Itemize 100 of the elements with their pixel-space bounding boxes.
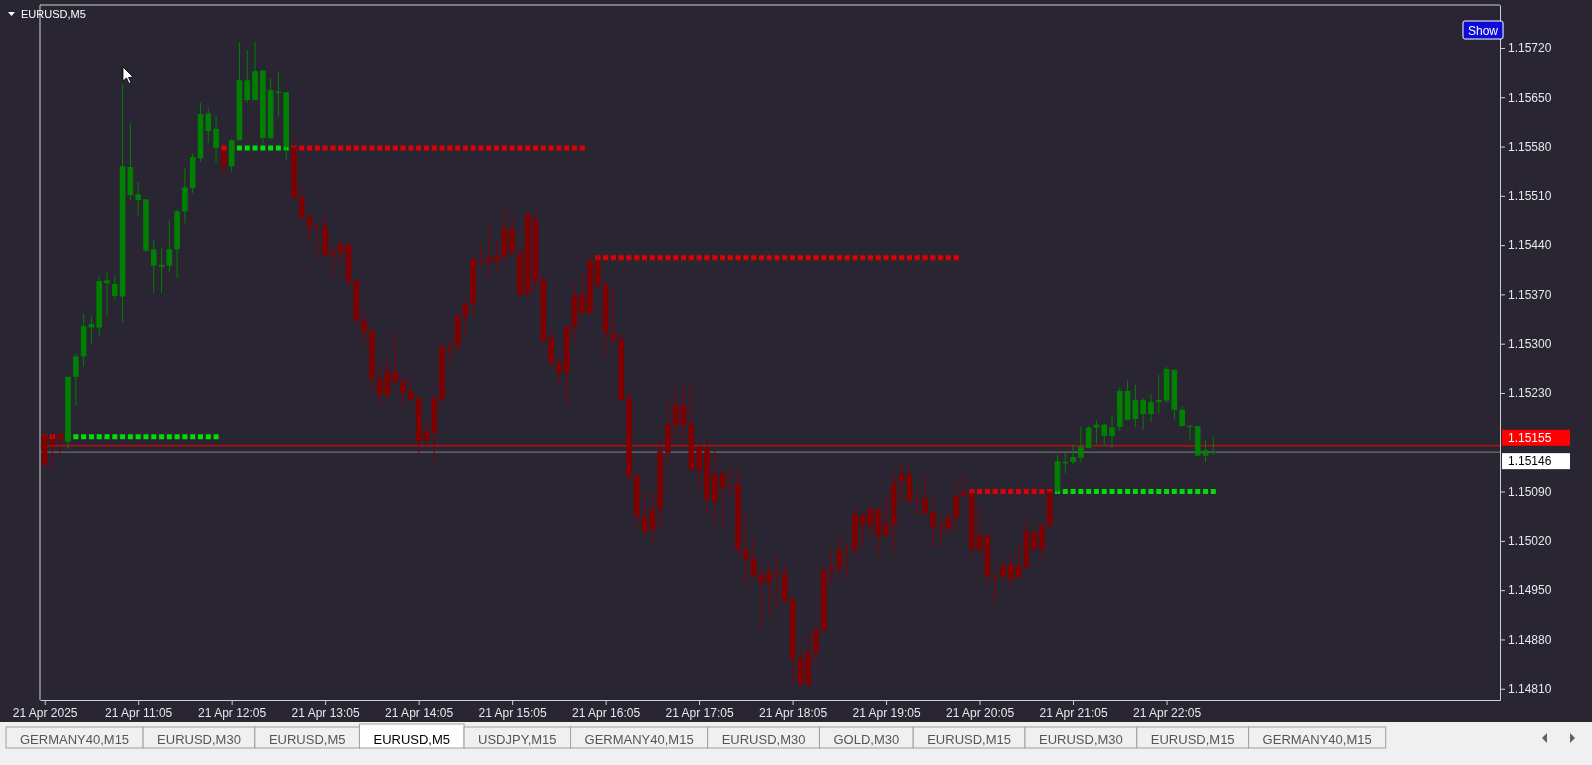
text: GERMANY40,M15 [20,732,130,747]
candlestick [462,299,469,337]
candlestick [150,239,157,294]
candlestick [166,219,173,273]
x-tick-label: 21 Apr 21:05 [1039,705,1108,720]
x-tick-label: 21 Apr 13:05 [291,705,360,720]
candlestick [859,512,866,547]
candlestick [73,353,79,407]
x-tick-label: 21 Apr 11:05 [105,705,173,720]
candlestick [883,492,889,539]
text: GERMANY40,M15 [584,732,694,747]
candlestick [485,222,492,278]
text: EURUSD,M15 [927,732,1011,747]
candlestick [1187,424,1193,442]
candlestick [298,184,305,221]
candlestick [914,486,921,516]
candlestick [766,563,773,618]
candlestick [446,339,453,364]
candlestick [478,243,484,269]
text: EURUSD,M30 [157,732,241,747]
candlestick [213,115,219,164]
text: GOLD,M30 [833,732,900,747]
candlestick [696,444,702,490]
x-tick-label: 21 Apr 22:05 [1133,705,1202,720]
x-tick-label: 21 Apr 15:05 [478,705,547,720]
candlestick [953,480,960,533]
candlestick [423,419,430,447]
y-tick-label: 1.15300 [1508,337,1552,352]
y-tick-label: 1.14880 [1508,632,1552,647]
y-tick-label: 1.15650 [1508,90,1552,105]
candlestick [135,181,141,217]
candlestick [743,514,749,588]
ref-line-label: 1.15146 [1508,454,1552,469]
candlestick [992,571,998,605]
x-tick-label: 21 Apr 20:05 [946,705,1015,720]
y-tick-label: 1.15720 [1508,41,1552,56]
y-tick-label: 1.15230 [1508,386,1552,401]
candlestick [1148,393,1154,423]
y-tick-label: 1.15440 [1508,238,1552,253]
candlestick [1202,439,1209,463]
candlestick [205,108,212,144]
candlestick [330,246,336,281]
text: USDJPY,M15 [478,732,557,747]
candlestick [1155,374,1162,414]
x-tick-label: 21 Apr 16:05 [572,705,641,720]
candlestick [1078,426,1084,463]
candlestick [945,514,952,536]
x-tick-label: 21 Apr 17:05 [665,705,734,720]
ref-line-label: 1.15155 [1508,430,1552,445]
x-tick-label: 21 Apr 18:05 [759,705,828,720]
text: EURUSD,M15 [1150,732,1235,747]
y-tick-label: 1.15510 [1508,189,1552,204]
y-tick-label: 1.14950 [1508,583,1552,598]
x-tick-label: 21 Apr 2025 [12,705,78,720]
x-tick-label: 21 Apr 14:05 [385,705,454,720]
candlestick [1109,414,1115,449]
candlestick [400,376,406,408]
text: GERMANY40,M15 [1262,732,1372,747]
y-tick-label: 1.15370 [1508,287,1552,302]
candlestick [1007,555,1014,589]
y-tick-label: 1.15020 [1508,534,1552,549]
text: EURUSD,M5 [268,732,346,747]
candlestick [104,272,110,317]
candlestick [649,491,656,548]
candlestick [306,215,313,242]
candlestick [898,463,905,505]
annotation: Show [1467,24,1499,38]
candlestick [111,274,118,301]
candlestick [813,624,819,666]
candlestick [641,489,648,537]
candlestick [930,494,936,547]
candlestick [1085,425,1092,450]
candlestick [922,473,928,515]
candlestick [1000,556,1006,583]
candlestick [392,331,399,383]
y-tick-label: 1.15580 [1508,139,1552,154]
candlestick [727,467,734,496]
y-tick-label: 1.14810 [1508,682,1552,697]
chart-title: EURUSD,M5 [21,8,86,20]
candlestick [556,356,562,385]
candlestick [244,49,251,104]
text: EURUSD,M30 [721,732,806,747]
candlestick [836,533,843,581]
y-tick-label: 1.15090 [1508,484,1552,499]
text: EURUSD,M5 [373,732,451,747]
text: EURUSD,M30 [1039,732,1123,747]
candlestick [221,150,227,176]
candlestick [361,312,367,347]
candlestick [337,241,344,266]
candlestick [1101,422,1108,447]
candlestick [579,274,586,315]
candlestick [49,432,56,471]
candlestick [1140,397,1146,431]
candlestick [1039,521,1045,558]
candlestick [1070,443,1076,465]
candlestick [57,431,64,457]
candlestick [88,315,95,345]
candlestick [1210,435,1217,456]
x-tick-label: 21 Apr 12:05 [198,705,267,720]
candlestick [408,377,414,402]
